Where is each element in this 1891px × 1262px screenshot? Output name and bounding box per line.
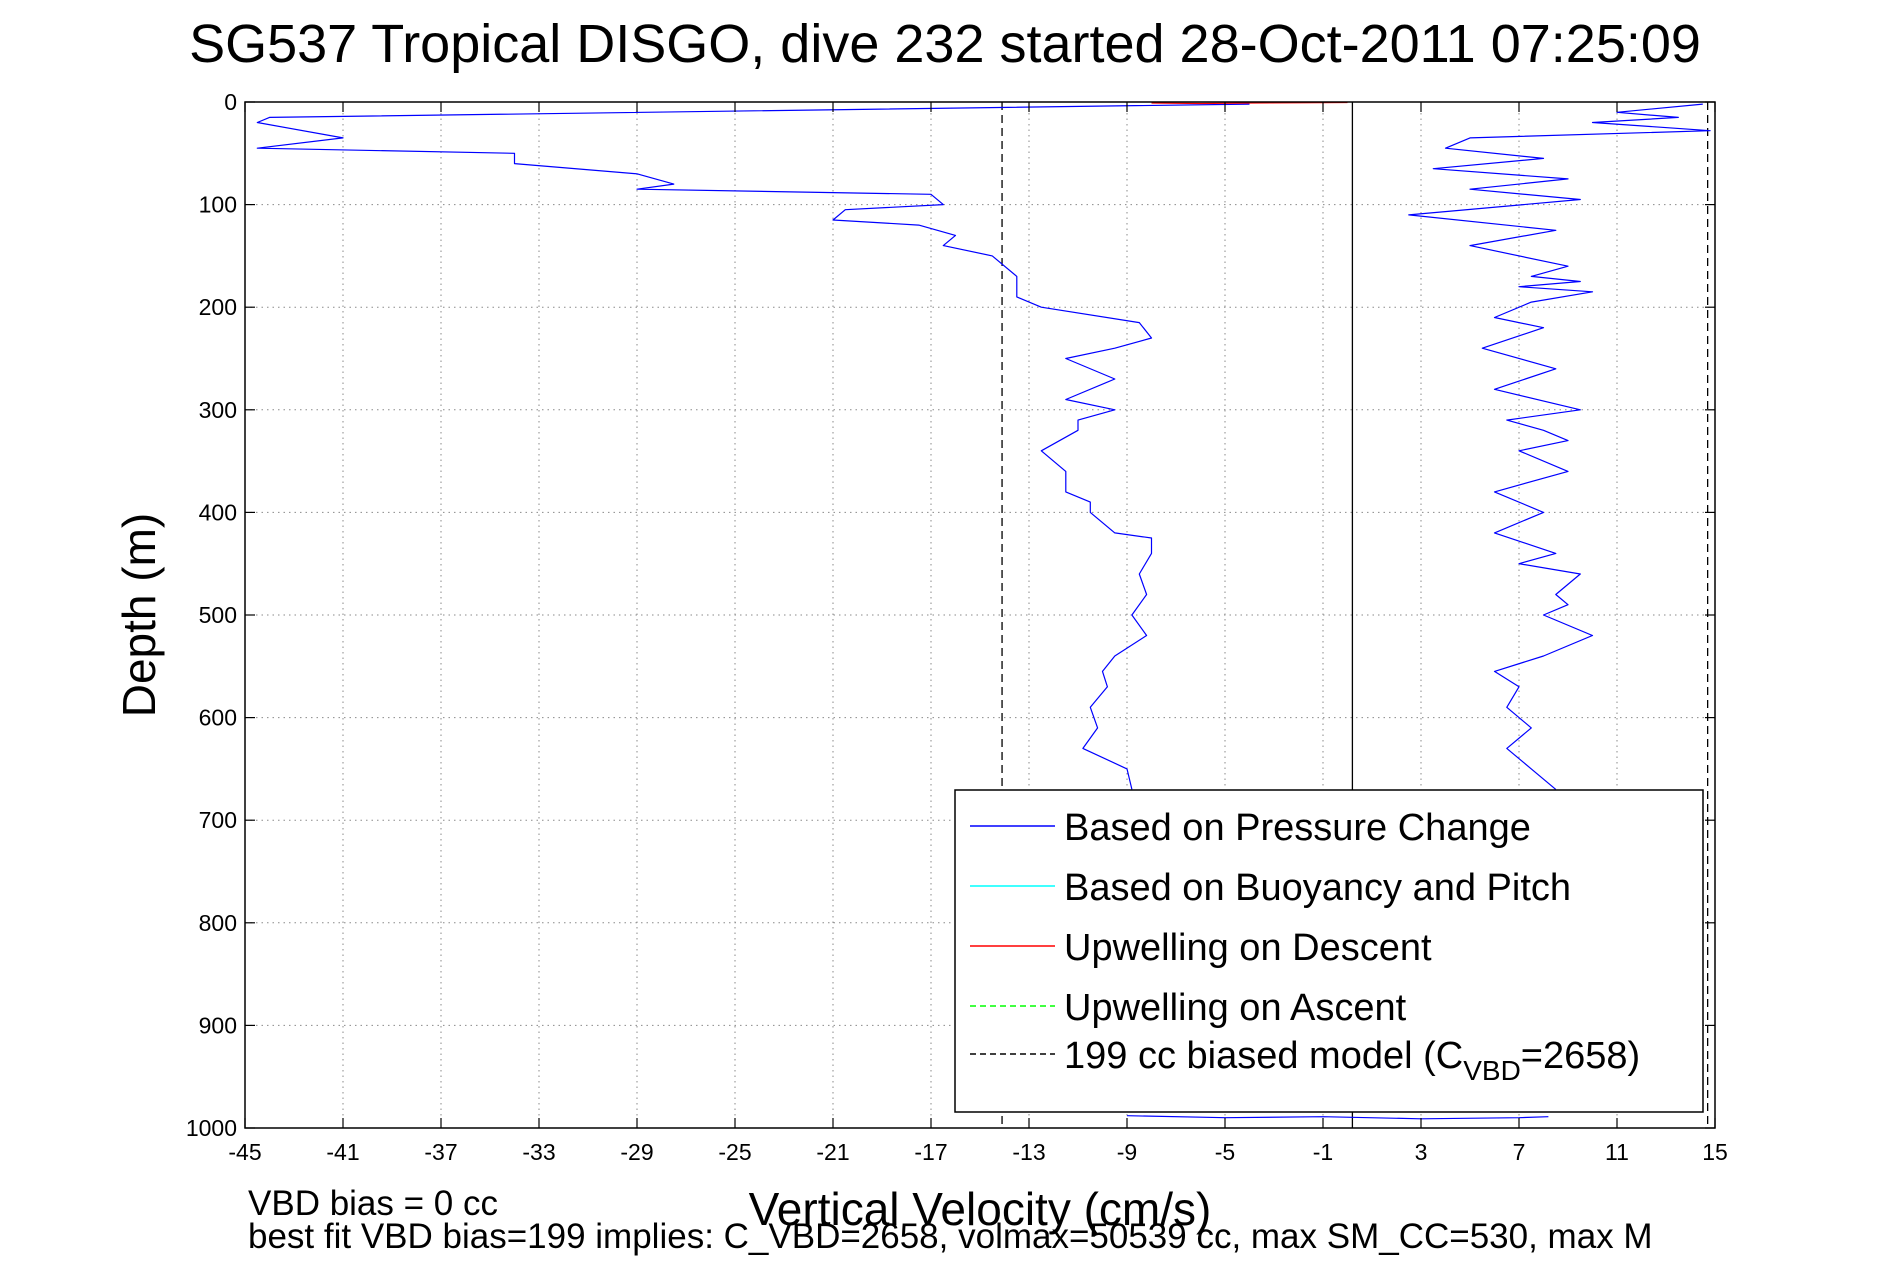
legend-label-subscript: VBD	[1463, 1055, 1521, 1086]
series-ascent	[1408, 103, 1711, 790]
x-tick-label: -33	[522, 1139, 555, 1165]
y-tick-label: 0	[224, 89, 237, 115]
legend-label-tail: =2658)	[1521, 1035, 1640, 1077]
legend-label: Upwelling on Ascent	[1064, 987, 1407, 1029]
x-tick-label: 11	[1605, 1139, 1629, 1165]
series-bottom	[1126, 1115, 1549, 1120]
x-tick-label: -13	[1012, 1139, 1045, 1165]
chart-title: SG537 Tropical DISGO, dive 232 started 2…	[189, 14, 1701, 74]
y-tick-label: 700	[199, 807, 237, 833]
x-tick-label: -9	[1117, 1139, 1137, 1165]
legend-label: 199 cc biased model (CVBD=2658)	[1064, 1035, 1640, 1086]
y-tick-label: 100	[199, 192, 237, 218]
best-fit-annotation: best fit VBD bias=199 implies: C_VBD=265…	[248, 1217, 1653, 1256]
grid-lines	[245, 102, 1715, 1128]
x-axis-label: Vertical Velocity (cm/s)	[749, 1183, 1212, 1235]
x-tick-label: -17	[914, 1139, 947, 1165]
legend: Based on Pressure Change Based on Buoyanc…	[954, 789, 1704, 1113]
x-tick-label: -41	[326, 1139, 359, 1165]
legend-label: Based on Buoyancy and Pitch	[1064, 867, 1571, 909]
legend-box	[954, 789, 1704, 1113]
x-tick-label: -25	[718, 1139, 751, 1165]
y-axis-ticks: 0 100 200 300 400 500 600 700 800 900 1000	[186, 89, 1715, 1141]
x-tick-label: 7	[1513, 1139, 1526, 1165]
x-tick-label: 3	[1415, 1139, 1428, 1165]
y-tick-label: 500	[199, 602, 237, 628]
vbd-bias-annotation: VBD bias = 0 cc	[248, 1184, 498, 1223]
legend-label: Upwelling on Descent	[1064, 927, 1432, 969]
y-tick-label: 200	[199, 294, 237, 320]
y-tick-label: 1000	[186, 1115, 237, 1141]
x-tick-label: -45	[228, 1139, 261, 1165]
series-descent	[256, 103, 1250, 790]
x-tick-label: -5	[1215, 1139, 1235, 1165]
x-tick-label: 15	[1702, 1139, 1728, 1165]
y-axis-label: Depth (m)	[113, 513, 165, 717]
y-tick-label: 400	[199, 499, 237, 525]
x-tick-label: -29	[620, 1139, 653, 1165]
x-tick-label: -37	[424, 1139, 457, 1165]
legend-label-main: 199 cc biased model (C	[1064, 1035, 1463, 1077]
y-tick-label: 800	[199, 910, 237, 936]
y-tick-label: 900	[199, 1012, 237, 1038]
x-tick-label: -21	[816, 1139, 849, 1165]
legend-label: Based on Pressure Change	[1064, 807, 1531, 849]
x-tick-label: -1	[1313, 1139, 1333, 1165]
y-tick-label: 600	[199, 705, 237, 731]
x-axis-ticks: -45 -41 -37 -33 -29 -25 -21 -17 -13 -9 -5 -1 3 7 11 15	[228, 102, 1728, 1165]
y-tick-label: 300	[199, 397, 237, 423]
